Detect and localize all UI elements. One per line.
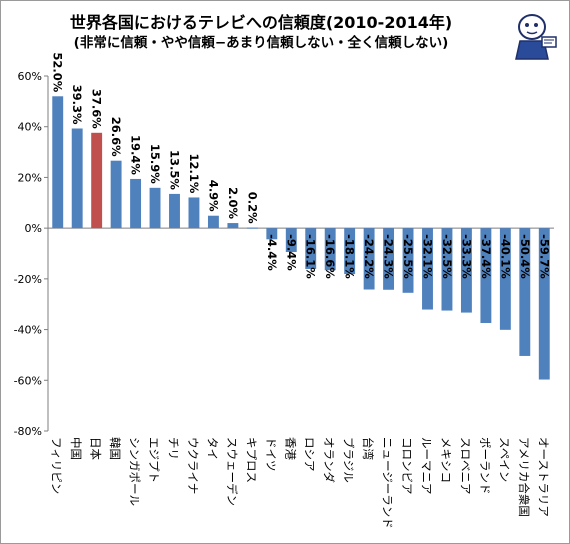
bar — [422, 228, 433, 310]
bar — [169, 193, 180, 229]
category-label: シンガポール — [128, 437, 142, 506]
category-label: メキシコ — [439, 437, 453, 483]
category-label: ポーランド — [478, 437, 492, 495]
value-label: 12.1% — [187, 154, 201, 194]
bar — [305, 228, 317, 269]
bar — [402, 228, 414, 293]
category-label: チリ — [167, 437, 181, 460]
category-label: ドイツ — [264, 437, 278, 472]
bar — [266, 228, 278, 240]
value-label: -4.4% — [265, 234, 279, 271]
category-label: エジプト — [147, 437, 161, 483]
category-label: 中国 — [69, 437, 83, 460]
value-label: 4.9% — [206, 180, 220, 212]
category-label: ロシア — [303, 437, 317, 472]
value-label: 37.6% — [90, 89, 104, 129]
y-tick-label: -60% — [14, 374, 42, 387]
category-label: 日本 — [89, 437, 103, 460]
value-label: 13.5% — [168, 150, 182, 190]
category-label: オランダ — [322, 437, 336, 483]
bar — [246, 227, 258, 229]
category-label: ニュージーランド — [381, 437, 395, 529]
value-label: -33.3% — [459, 234, 473, 279]
bar — [71, 128, 83, 229]
bar — [52, 96, 64, 229]
bar — [499, 228, 511, 330]
category-label: キプロス — [244, 437, 258, 483]
category-label: フィリピン — [50, 437, 64, 494]
value-label: -16.6% — [323, 234, 337, 279]
value-label: 0.2% — [245, 192, 259, 224]
category-labels: フィリピン 中国 日本 韓国 シンガポール エジプト チリ ウクライナ タイ スウェーデン キプロス… — [50, 437, 551, 529]
bar — [149, 187, 161, 229]
category-label: アメリカ合衆国 — [517, 437, 531, 517]
y-tick-label: 0% — [25, 222, 42, 235]
value-label: 26.6% — [109, 117, 123, 157]
category-label: ウクライナ — [186, 437, 200, 494]
value-label: 15.9% — [148, 144, 162, 184]
category-label: スウェーデン — [225, 437, 239, 506]
chart-subtitle: (非常に信頼・やや信頼−あまり信頼しない・全く信頼しない) — [73, 35, 449, 51]
value-label: -25.5% — [401, 234, 415, 279]
bar — [538, 228, 550, 380]
y-tick-label: -20% — [14, 273, 42, 286]
value-label: -18.1% — [343, 234, 357, 279]
bar — [363, 228, 375, 290]
category-label: スペイン — [497, 437, 511, 482]
value-labels: 52.0% 39.3% 37.6% 26.6% 19.4% 15.9% 13.5% 12.1%… — [51, 52, 552, 279]
category-label: タイ — [205, 437, 219, 460]
bar — [130, 178, 142, 229]
category-label: 韓国 — [108, 437, 122, 460]
bar — [285, 228, 297, 252]
category-label: ルーマニア — [420, 437, 434, 495]
bar — [480, 228, 492, 323]
chart-bars — [52, 96, 550, 380]
mascot-illustration — [515, 14, 557, 60]
category-label: ブラジル — [342, 437, 356, 483]
value-label: -40.1% — [498, 234, 512, 279]
y-tick-label: 40% — [18, 121, 42, 134]
value-label: -50.4% — [518, 234, 532, 279]
value-label: -32.1% — [421, 234, 435, 279]
bar — [227, 223, 239, 229]
value-label: -24.2% — [362, 234, 376, 279]
bar — [207, 215, 219, 229]
y-tick-label: 20% — [18, 171, 42, 184]
bar — [91, 132, 103, 229]
value-label: -37.4% — [479, 234, 493, 279]
value-label: -59.7% — [537, 234, 551, 279]
category-label: 台湾 — [361, 437, 375, 460]
bar — [324, 228, 336, 271]
value-label: -9.4% — [284, 234, 298, 271]
category-label: スロベニア — [458, 437, 472, 495]
chart-title: 世界各国におけるテレビへの信頼度(2010-2014年) — [69, 13, 453, 32]
value-label: -32.5% — [440, 234, 454, 279]
value-label: 19.4% — [129, 135, 143, 175]
bar — [188, 197, 200, 229]
bar — [344, 228, 356, 275]
category-label: オーストラリア — [536, 437, 550, 517]
bar — [110, 160, 122, 229]
value-label: -16.1% — [304, 234, 318, 279]
bar — [460, 228, 472, 313]
y-tick-label: 60% — [18, 70, 42, 83]
y-tick-label: -40% — [14, 324, 42, 337]
bar — [441, 228, 453, 311]
value-label: 2.0% — [226, 187, 240, 219]
value-label: -24.3% — [382, 234, 396, 279]
y-tick-label: -80% — [14, 425, 42, 438]
value-label: 52.0% — [51, 52, 65, 92]
bar — [383, 228, 395, 290]
category-label: 香港 — [283, 437, 297, 460]
chart-axes: 60% 40% 20% 0% -20% -40% -60% -80% — [14, 70, 554, 438]
bar — [519, 228, 531, 356]
value-label: 39.3% — [70, 85, 84, 125]
category-label: コロンビア — [400, 437, 414, 495]
